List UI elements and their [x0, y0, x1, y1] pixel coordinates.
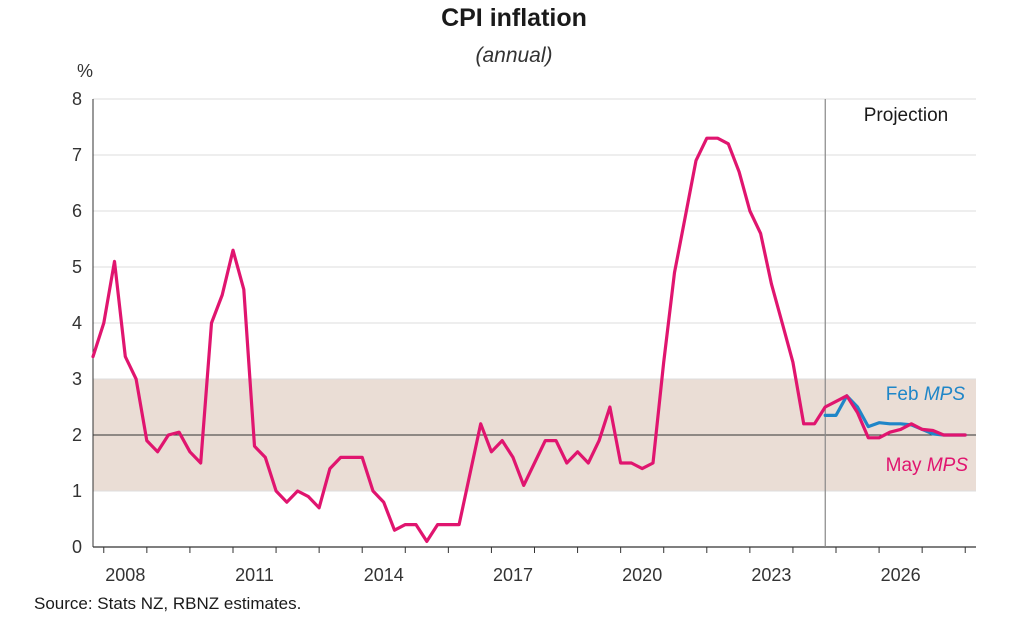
y-tick-label: 4	[72, 313, 82, 333]
y-tick-label: 7	[72, 145, 82, 165]
y-tick-label: 8	[72, 89, 82, 109]
series-label-italic: MPS	[924, 384, 966, 405]
source-note: Source: Stats NZ, RBNZ estimates.	[34, 594, 302, 613]
y-tick-label: 1	[72, 481, 82, 501]
series-label-italic: MPS	[927, 455, 969, 476]
x-tick-label: 2026	[881, 565, 921, 585]
projection-label: Projection	[864, 105, 949, 126]
series-label-prefix: May	[886, 455, 927, 476]
y-tick-label: 3	[72, 369, 82, 389]
chart-title: CPI inflation	[441, 4, 587, 32]
series-label-feb: Feb MPS	[886, 384, 966, 405]
y-tick-label: 2	[72, 425, 82, 445]
x-tick-label: 2011	[235, 565, 274, 585]
series-line-may	[91, 136, 967, 544]
y-tick-label: 0	[72, 537, 82, 557]
chart-canvas: 0 1 2 3 4 5 6 7 8% 2008 2011 2014 2017 2020 2023 2026 Pr…	[72, 61, 976, 585]
chart-subtitle: (annual)	[475, 44, 553, 67]
x-tick-label: 2023	[751, 565, 791, 585]
y-tick-label: 5	[72, 257, 82, 277]
series-label-may: May MPS	[886, 455, 969, 476]
y-tick-label: 6	[72, 201, 82, 221]
y-axis-unit: %	[77, 61, 93, 81]
series-label-prefix: Feb	[886, 384, 924, 405]
x-tick-label: 2020	[622, 565, 662, 585]
x-tick-label: 2014	[364, 565, 404, 585]
x-tick-label: 2008	[105, 565, 145, 585]
x-tick-label: 2017	[493, 565, 533, 585]
